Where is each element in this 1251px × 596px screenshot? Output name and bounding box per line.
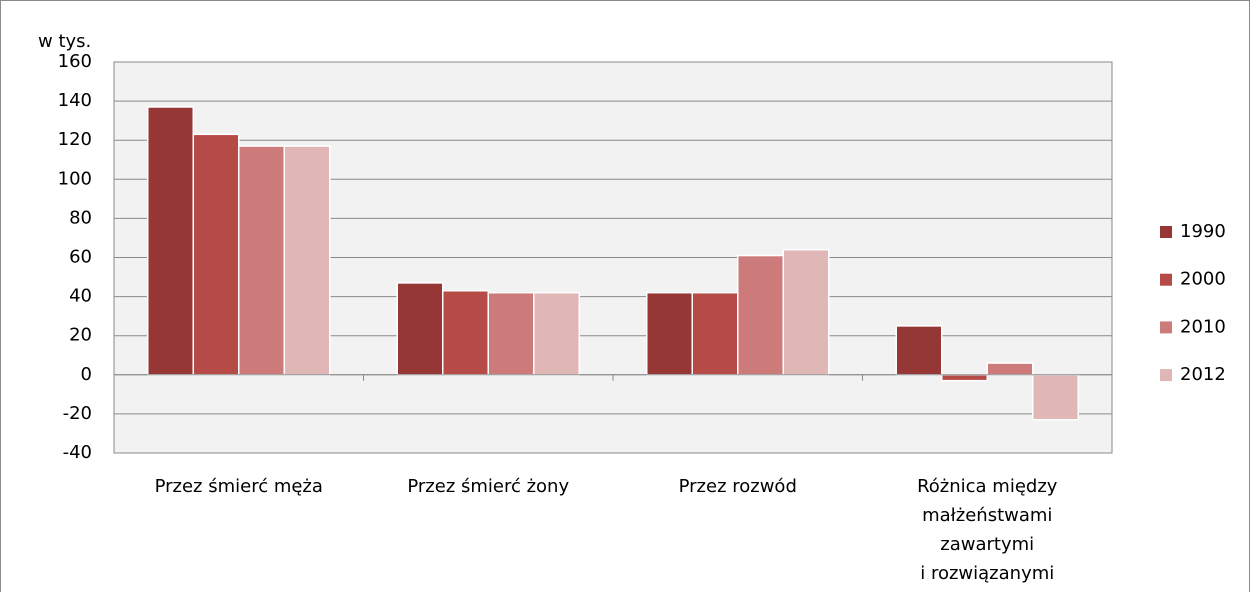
y-axis-label: w tys. [38,31,91,52]
y-tick-label: -40 [63,442,92,463]
bar [782,248,830,376]
bar [533,291,580,376]
bar [283,145,331,376]
y-tick-label: 120 [58,129,92,150]
y-tick-label: 80 [69,207,92,228]
y-tick-label: 60 [69,247,92,268]
bar [396,282,444,376]
y-tick-label: -20 [63,403,92,424]
x-tick-label: Przez rozwód [679,476,797,497]
y-tick-label: 20 [69,325,92,346]
bar [986,362,1034,376]
legend-swatch [1160,273,1172,286]
y-tick-label: 40 [69,286,92,307]
bar [691,291,739,376]
x-tick-label: Przez śmierć męża [155,476,323,497]
y-tick-label: 0 [81,364,92,385]
bar [1032,374,1079,421]
bar [192,133,240,376]
y-tick-label: 100 [58,168,92,189]
bar [238,145,285,376]
bar [487,291,535,376]
bar [895,325,943,376]
legend-swatch [1160,226,1172,238]
bar [646,291,693,376]
y-tick-label: 140 [58,90,92,111]
legend-label: 1990 [1180,221,1226,242]
bar [941,374,988,382]
legend-label: 2012 [1180,364,1226,385]
bar [737,254,784,376]
bar [442,289,489,376]
x-tick-label: Różnica między małżeństwami zawartymi i roz… [917,476,1058,584]
y-tick-label: 160 [58,51,92,72]
bar [147,106,194,376]
x-tick-label: Przez śmierć żony [407,476,569,497]
legend-label: 2000 [1180,269,1226,290]
legend-label: 2010 [1180,316,1226,337]
legend-swatch [1160,321,1172,334]
legend-swatch [1160,369,1172,382]
